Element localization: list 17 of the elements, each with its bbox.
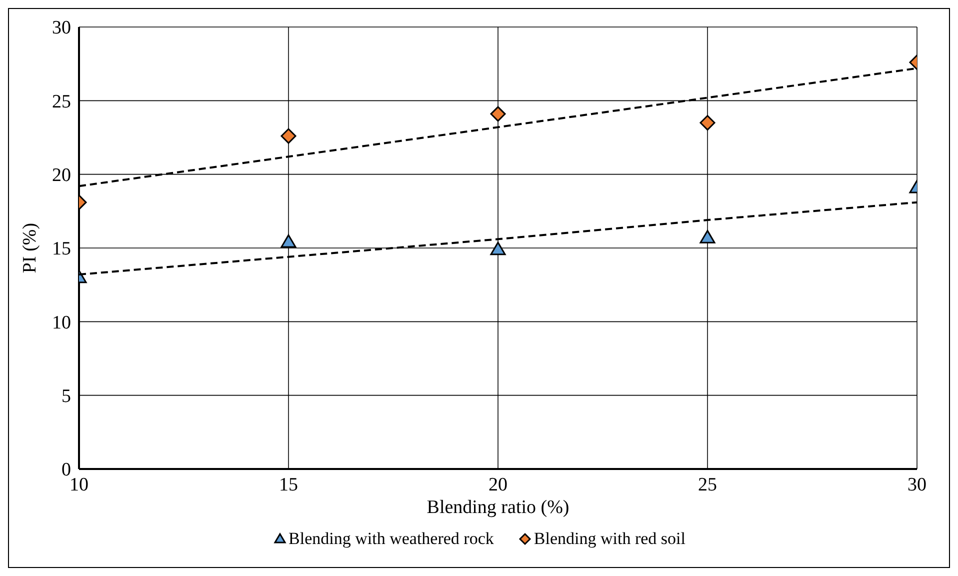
legend-label: Blending with weathered rock (288, 529, 494, 549)
x-axis-title: Blending ratio (%) (426, 497, 570, 518)
y-tick-label: 5 (62, 386, 71, 408)
y-tick-label: 30 (52, 18, 71, 39)
x-tick-label: 30 (908, 474, 926, 496)
x-tick-label: 20 (488, 474, 508, 496)
point (490, 242, 506, 256)
y-tick-label: 0 (62, 460, 71, 481)
x-tick-label: 15 (279, 474, 298, 496)
y-tick-label: 15 (52, 238, 71, 260)
legend-label: Blending with red soil (532, 529, 686, 549)
x-tick-label: 25 (698, 474, 717, 496)
y-tick-label: 25 (52, 91, 71, 112)
y-tick-label: 10 (52, 312, 71, 334)
y-axis-title: PI (%) (20, 222, 41, 274)
y-tick-label: 20 (52, 165, 71, 186)
point (490, 106, 506, 122)
